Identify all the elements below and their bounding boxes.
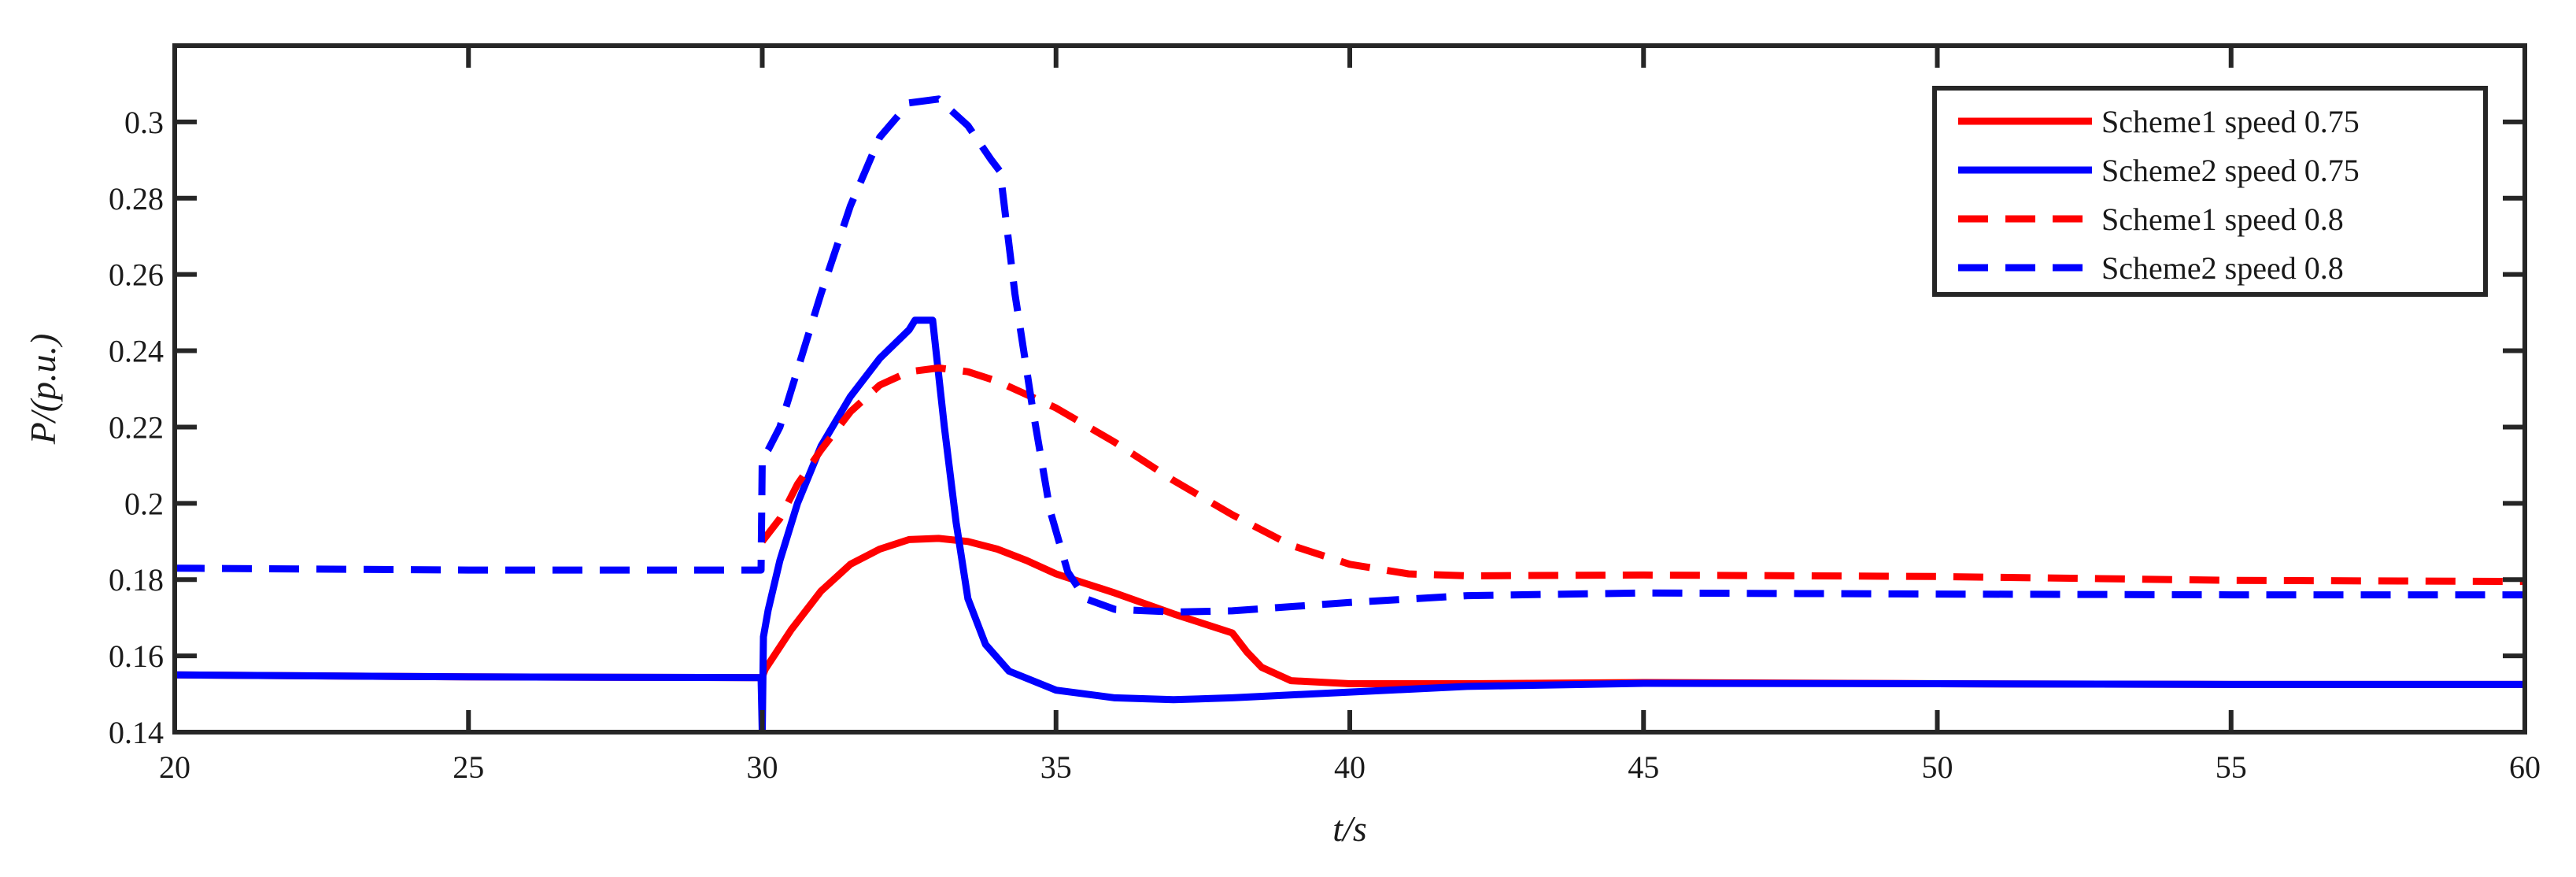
y-tick-label: 0.14 — [109, 715, 164, 750]
series-line-1 — [175, 535, 2525, 688]
x-tick-label: 25 — [453, 749, 484, 785]
x-tick-label: 40 — [1334, 749, 1366, 785]
x-tick-label: 35 — [1040, 749, 1072, 785]
x-tick-label: 55 — [2216, 749, 2247, 785]
series-line-3 — [759, 364, 2525, 586]
legend-entry-2: Scheme2 speed 0.75 — [2101, 153, 2360, 188]
y-tick-label: 0.28 — [109, 181, 164, 216]
axes-layer: 20 25 30 35 40 45 50 55 60 0.14 0.16 0.18 0.2 0.22 0.2… — [109, 43, 2541, 785]
x-tick-label: 45 — [1628, 749, 1659, 785]
y-tick-label: 0.22 — [109, 409, 164, 445]
y-tick-label: 0.18 — [109, 562, 164, 598]
y-tick-label: 0.24 — [109, 334, 164, 369]
legend-entry-3: Scheme1 speed 0.8 — [2101, 202, 2344, 237]
legend: Scheme1 speed 0.75 Scheme2 speed 0.75 Sche… — [1932, 86, 2488, 297]
x-tick-label: 30 — [747, 749, 778, 785]
series-line-4 — [175, 95, 2525, 616]
y-tick-label: 0.16 — [109, 638, 164, 674]
x-tick-label: 20 — [159, 749, 190, 785]
x-axis-label: t/s — [1332, 809, 1366, 849]
plot-layer — [175, 95, 2525, 732]
series-line-2 — [175, 316, 2525, 732]
y-tick-label: 0.26 — [109, 257, 164, 293]
legend-entry-4: Scheme2 speed 0.8 — [2101, 250, 2344, 286]
y-axis-label: P/(p.u.) — [23, 334, 63, 446]
x-tick-label: 50 — [1922, 749, 1953, 785]
legend-entry-1: Scheme1 speed 0.75 — [2101, 104, 2360, 139]
y-tick-label: 0.2 — [124, 486, 164, 521]
y-tick-label: 0.3 — [124, 105, 164, 140]
x-tick-label: 60 — [2509, 749, 2541, 785]
